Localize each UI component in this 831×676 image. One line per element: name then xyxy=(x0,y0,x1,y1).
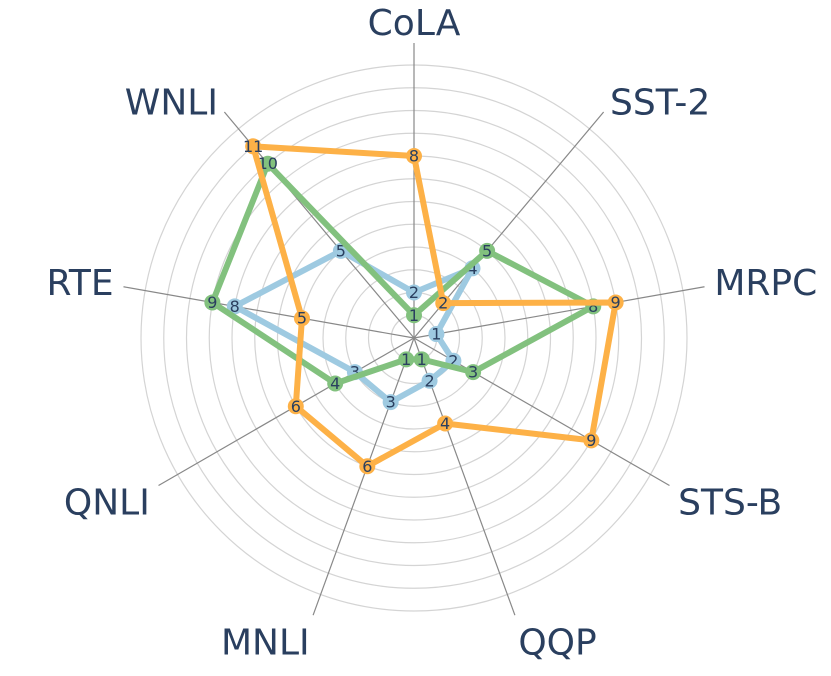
marker xyxy=(435,295,452,312)
value-label: 10 xyxy=(258,154,278,173)
axis-label: RTE xyxy=(46,263,113,304)
value-label: 8 xyxy=(588,297,598,316)
value-label: 4 xyxy=(467,259,477,278)
value-label: 5 xyxy=(482,241,492,260)
axis-label: CoLA xyxy=(368,3,461,44)
axis-label: MNLI xyxy=(221,623,310,664)
marker xyxy=(382,394,399,411)
marker xyxy=(398,351,415,368)
marker xyxy=(293,310,310,327)
marker xyxy=(437,415,454,432)
value-label: 9 xyxy=(586,431,596,450)
value-label: 2 xyxy=(438,294,448,313)
value-label: 4 xyxy=(330,374,340,393)
value-label: 5 xyxy=(297,309,307,328)
value-label: 8 xyxy=(230,297,240,316)
value-label: 4 xyxy=(440,414,450,433)
marker xyxy=(406,284,422,301)
value-label: 1 xyxy=(417,350,427,369)
value-label: 2 xyxy=(409,283,419,302)
value-label: 2 xyxy=(448,351,458,370)
marker xyxy=(287,398,304,415)
marker xyxy=(406,307,422,324)
value-label: 3 xyxy=(468,363,478,382)
value-label: 3 xyxy=(386,393,396,412)
marker xyxy=(607,294,624,311)
value-label: 8 xyxy=(409,147,419,166)
axis-label: QQP xyxy=(518,623,596,664)
marker xyxy=(413,351,430,368)
value-label: 1 xyxy=(401,350,411,369)
marker xyxy=(359,458,376,475)
value-label: 6 xyxy=(291,397,301,416)
marker xyxy=(479,242,496,259)
axis-label: QNLI xyxy=(64,483,150,524)
axis-line xyxy=(123,286,415,339)
marker xyxy=(327,375,344,392)
axis-line xyxy=(158,337,415,487)
value-label: 9 xyxy=(611,293,621,312)
value-label: 1 xyxy=(431,325,441,344)
marker xyxy=(465,364,482,381)
value-label: 1 xyxy=(409,306,419,325)
marker xyxy=(406,148,422,164)
axis-label: STS-B xyxy=(678,483,782,524)
marker xyxy=(204,294,221,311)
marker xyxy=(226,298,243,315)
axis-label: SST-2 xyxy=(610,82,710,123)
value-label: 2 xyxy=(424,371,434,390)
series-line xyxy=(250,143,619,470)
value-label: 3 xyxy=(350,363,360,382)
marker xyxy=(245,138,262,155)
marker xyxy=(259,155,276,172)
value-label: 6 xyxy=(362,457,372,476)
marker xyxy=(428,326,445,343)
axis-line xyxy=(312,337,415,616)
value-label: 11 xyxy=(243,137,263,156)
marker xyxy=(421,372,438,389)
value-label: 9 xyxy=(207,293,217,312)
axis-label: WNLI xyxy=(125,82,218,123)
value-label: 5 xyxy=(336,241,346,260)
marker xyxy=(583,432,600,449)
axis-label: MRPC xyxy=(714,263,817,304)
axis-line xyxy=(413,286,705,339)
